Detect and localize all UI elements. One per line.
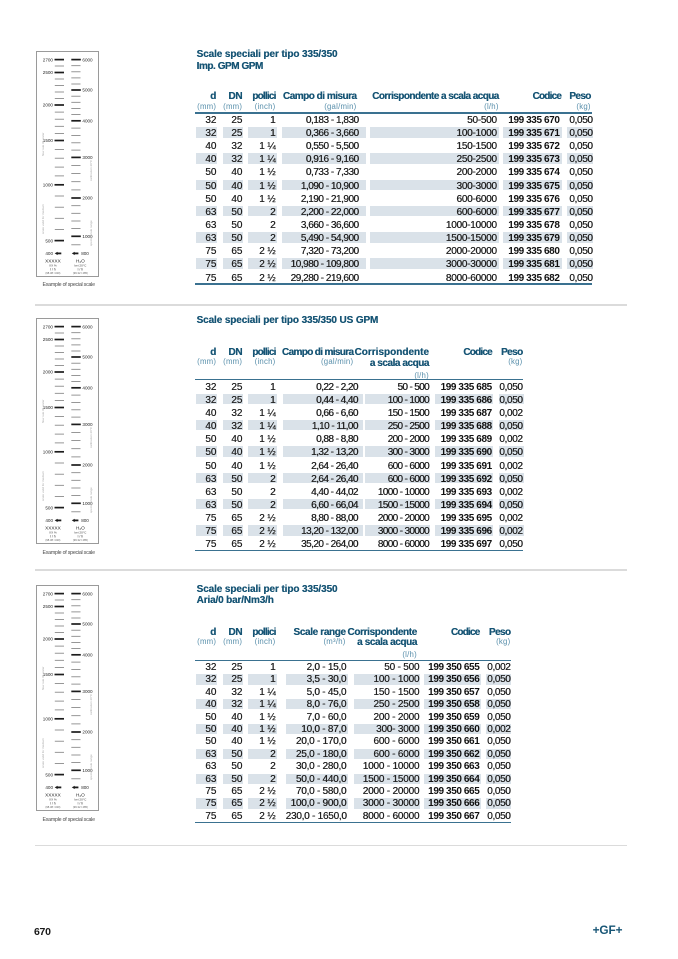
svg-text:bei 20°C: bei 20°C (74, 264, 87, 268)
svg-text:calibration 20°C: calibration 20°C (89, 426, 93, 448)
svg-text:l / h: l / h (77, 802, 83, 806)
svg-text:2500: 2500 (42, 338, 53, 343)
svg-text:1000: 1000 (42, 183, 53, 188)
svg-text:1500: 1500 (42, 406, 53, 411)
svg-text:special scale range: special scale range (89, 754, 93, 780)
svg-text:calibration 20°C: calibration 20°C (89, 159, 93, 181)
svg-text:l / h: l / h (77, 268, 83, 272)
svg-text:XX %: XX % (49, 531, 57, 535)
svg-text:3000: 3000 (82, 422, 93, 427)
svg-text:1000: 1000 (82, 768, 93, 773)
svg-text:XXXXX: XXXXX (45, 259, 62, 264)
svg-text:XXXXX: XXXXX (45, 526, 62, 531)
svg-text:4000: 4000 (82, 119, 93, 124)
svg-text:2700: 2700 (42, 58, 53, 63)
svg-text:H₂O: H₂O (75, 259, 84, 264)
svg-text:scale valid for medium: scale valid for medium (41, 204, 45, 234)
svg-text:H₂O: H₂O (75, 793, 84, 798)
svg-text:flow rate l/h water: flow rate l/h water (41, 667, 45, 691)
svg-text:2000: 2000 (82, 196, 93, 201)
svg-text:3000: 3000 (82, 155, 93, 160)
svg-text:XX %: XX % (49, 798, 57, 802)
svg-text:500: 500 (45, 239, 53, 244)
svg-text:4000: 4000 (82, 653, 93, 658)
svg-text:l / h: l / h (50, 802, 56, 806)
svg-text:2000: 2000 (42, 103, 53, 108)
svg-text:(99.32 l 485): (99.32 l 485) (72, 271, 87, 275)
svg-text:XX %: XX % (49, 264, 57, 268)
svg-text:2700: 2700 (42, 592, 53, 597)
svg-text:3000: 3000 (82, 689, 93, 694)
svg-text:l / h: l / h (50, 268, 56, 272)
svg-text:XXXXX: XXXXX (45, 793, 62, 798)
svg-text:(98.38 l 430): (98.38 l 430) (45, 538, 60, 542)
svg-text:5000: 5000 (82, 88, 93, 93)
svg-text:scale valid for medium: scale valid for medium (41, 471, 45, 501)
svg-text:2500: 2500 (42, 605, 53, 610)
svg-text:2500: 2500 (42, 70, 53, 75)
svg-text:400: 400 (45, 518, 53, 523)
svg-text:flow rate l/h water: flow rate l/h water (41, 133, 45, 157)
svg-text:special scale range: special scale range (89, 220, 93, 246)
svg-text:2000: 2000 (42, 370, 53, 375)
svg-text:2000: 2000 (82, 463, 93, 468)
svg-text:2000: 2000 (42, 637, 53, 642)
svg-text:1500: 1500 (42, 673, 53, 678)
svg-text:bei 20°C: bei 20°C (74, 531, 87, 535)
svg-text:2000: 2000 (82, 730, 93, 735)
svg-text:5000: 5000 (82, 622, 93, 627)
svg-text:4000: 4000 (82, 386, 93, 391)
svg-text:1500: 1500 (42, 138, 53, 143)
svg-text:(98.38 l 430): (98.38 l 430) (45, 805, 60, 809)
svg-text:flow rate l/h water: flow rate l/h water (41, 400, 45, 424)
svg-text:l / h: l / h (77, 535, 83, 539)
svg-text:800: 800 (81, 785, 89, 790)
svg-text:800: 800 (81, 518, 89, 523)
svg-text:H₂O: H₂O (75, 526, 84, 531)
svg-text:400: 400 (45, 251, 53, 256)
svg-text:bei 20°C: bei 20°C (74, 798, 87, 802)
svg-text:(99.32 l 485): (99.32 l 485) (72, 805, 87, 809)
svg-text:2700: 2700 (42, 325, 53, 330)
svg-text:1000: 1000 (82, 501, 93, 506)
svg-text:1000: 1000 (42, 450, 53, 455)
svg-text:6000: 6000 (82, 325, 93, 330)
svg-text:6000: 6000 (82, 592, 93, 597)
svg-text:500: 500 (45, 506, 53, 511)
svg-text:(99.32 l 485): (99.32 l 485) (72, 538, 87, 542)
svg-text:500: 500 (45, 773, 53, 778)
svg-text:1000: 1000 (42, 717, 53, 722)
svg-text:special scale range: special scale range (89, 487, 93, 513)
svg-text:1000: 1000 (82, 234, 93, 239)
svg-text:5000: 5000 (82, 355, 93, 360)
svg-text:400: 400 (45, 785, 53, 790)
svg-text:calibration 20°C: calibration 20°C (89, 693, 93, 715)
svg-text:scale valid for medium: scale valid for medium (41, 738, 45, 768)
svg-text:(98.38 l 430): (98.38 l 430) (45, 271, 60, 275)
svg-text:l / h: l / h (50, 535, 56, 539)
svg-text:6000: 6000 (82, 58, 93, 63)
svg-text:800: 800 (81, 251, 89, 256)
